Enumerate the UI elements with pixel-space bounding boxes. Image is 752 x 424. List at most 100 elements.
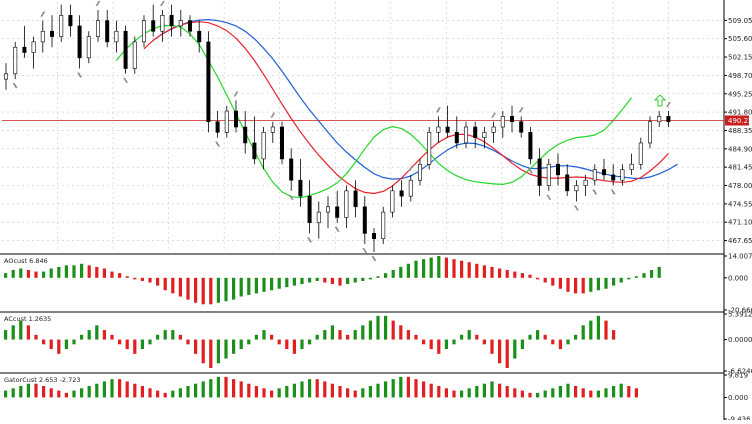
ao-bar [42, 271, 46, 278]
ao-bar [513, 271, 517, 278]
ac-tick-label: 0.0000 [728, 336, 752, 344]
candle-bear [188, 20, 193, 32]
ao-bar [414, 260, 418, 278]
alligator-teeth-line [143, 21, 669, 195]
ac-tick-label: -6.6246 [728, 368, 752, 376]
candle-bear [307, 195, 312, 224]
fractal-up-marker [160, 0, 165, 7]
gator-bar [452, 390, 456, 398]
candle-bull [4, 73, 9, 80]
ac-bar [125, 339, 129, 350]
ao-bar [110, 271, 114, 278]
ao-bar [80, 263, 84, 278]
fractal-up-marker [40, 11, 46, 17]
price-tick-label: 471.10 [728, 219, 752, 227]
candle-bear [169, 14, 174, 27]
gator-bar [612, 386, 616, 398]
ao-bar [201, 277, 205, 305]
candle-bull [408, 179, 413, 197]
ac-bar [57, 339, 61, 354]
ao-bar [300, 277, 304, 285]
gator-bar [300, 381, 304, 398]
gator-bar [520, 390, 524, 398]
gator-bar [239, 381, 243, 398]
candle-bull [583, 179, 588, 186]
candle-bull [592, 169, 597, 181]
gator-bar [543, 390, 547, 398]
gator-bar [19, 386, 23, 398]
gator-label: GatorCust 2.653 -2.723 [4, 376, 81, 384]
ac-bar [429, 339, 433, 350]
ao-bar [467, 262, 471, 278]
fractal-down-marker [528, 168, 533, 174]
candle-bear [666, 116, 671, 122]
gator-bar [460, 390, 464, 398]
ao-bar [140, 277, 144, 281]
ao-bar [232, 277, 236, 300]
signal-arrow-up-icon [653, 94, 667, 107]
gator-bar [368, 386, 372, 398]
ao-bar [285, 277, 289, 288]
ac-bar [498, 339, 502, 364]
ac-bar [574, 334, 578, 340]
gator-bar [467, 388, 471, 398]
price-tick-label: 484.90 [728, 145, 752, 153]
gator-bar [475, 386, 479, 398]
ac-bar [604, 320, 608, 340]
ac-bar [171, 330, 175, 340]
ao-bar [133, 277, 137, 280]
gator-bar [171, 390, 175, 398]
gator-bar [619, 383, 623, 398]
fractal-up-marker [666, 101, 671, 108]
candle-bull [316, 211, 321, 224]
candle-bull [261, 132, 266, 160]
candle-bull [96, 20, 101, 37]
candle-bear [68, 14, 73, 27]
candle-bull [500, 116, 505, 128]
ac-bar [49, 339, 53, 350]
gator-bar [361, 388, 365, 398]
candle-bear [335, 206, 340, 218]
gator-bar [148, 388, 152, 398]
ao-bar [102, 268, 106, 278]
ac-bar [102, 330, 106, 340]
gator-bar [634, 388, 638, 398]
price-tick-label: 509.05 [728, 17, 752, 25]
ao-bar [505, 270, 509, 278]
gator-bar [429, 383, 433, 398]
candle-bear [537, 158, 542, 186]
candle-bull [629, 163, 634, 170]
gator-bar [270, 390, 274, 398]
ac-bar [596, 315, 600, 340]
gator-bar [581, 388, 585, 398]
gator-bar [482, 383, 486, 398]
gator-bar [490, 381, 494, 398]
candle-bull [390, 190, 395, 213]
ac-bar [414, 334, 418, 340]
ao-bar [26, 270, 30, 278]
gator-bar [262, 388, 266, 398]
ao-tick-label: 14.007 [728, 253, 752, 261]
ac-bar [581, 325, 585, 340]
ac-bar [19, 320, 23, 340]
alligator-lips-line [115, 24, 633, 199]
gator-bar [118, 379, 122, 398]
candle-bull [270, 126, 275, 133]
ac-bar [589, 320, 593, 340]
ao-bar [49, 268, 53, 278]
ac-bar [201, 339, 205, 364]
ac-bar [277, 339, 281, 345]
gator-bar [194, 383, 198, 398]
candle-bull [491, 126, 496, 133]
ao-bar [596, 277, 600, 291]
current-price-tag [725, 115, 749, 126]
ao-bar [376, 276, 380, 278]
current-price-label: 490.22 [728, 117, 752, 125]
gator-bar [551, 388, 555, 398]
gator-bar [201, 381, 205, 398]
ac-bar [118, 339, 122, 345]
ac-bar [505, 339, 509, 369]
gator-bar [247, 383, 251, 398]
ac-bar [330, 325, 334, 340]
candle-bull [638, 142, 643, 165]
